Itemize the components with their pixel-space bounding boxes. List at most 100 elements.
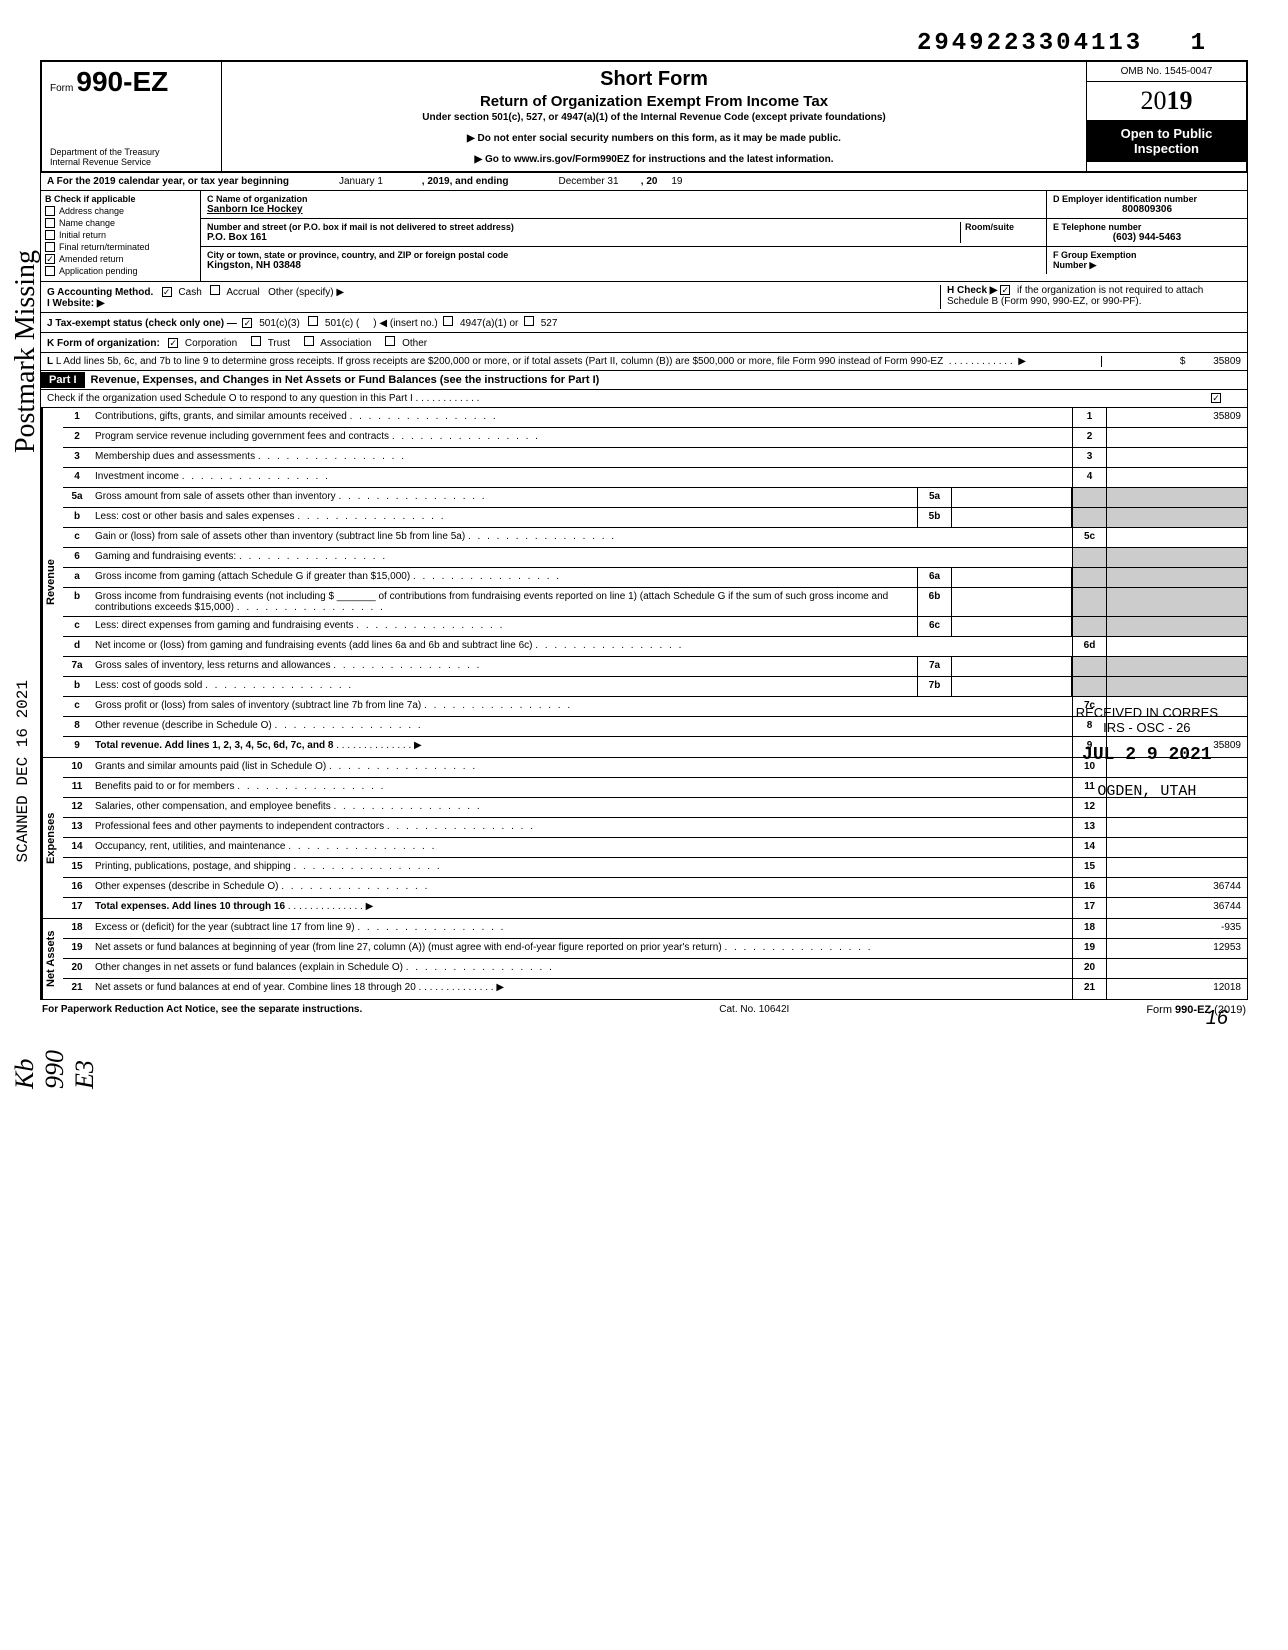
line-num: 11 — [63, 778, 91, 797]
right-num-gray — [1072, 508, 1107, 527]
row-a-label: A For the 2019 calendar year, or tax yea… — [47, 176, 289, 187]
table-row: bLess: cost or other basis and sales exp… — [63, 508, 1247, 528]
table-row: 12Salaries, other compensation, and empl… — [63, 798, 1247, 818]
right-val: 12018 — [1107, 979, 1247, 999]
trust-checkbox[interactable] — [251, 336, 261, 346]
col-b-header: B Check if applicable — [45, 194, 196, 204]
colb-checkbox-1[interactable] — [45, 218, 55, 228]
footer-right: Form 990-EZ (2019) — [1146, 1004, 1246, 1016]
k-opt1: Corporation — [185, 338, 237, 349]
right-num-gray — [1072, 568, 1107, 587]
right-val — [1107, 959, 1247, 978]
colb-item-4: Amended return — [45, 254, 196, 264]
netassets-section: Net Assets 18Excess or (deficit) for the… — [40, 919, 1248, 1000]
year-bold: 19 — [1167, 86, 1193, 115]
line-desc: Net income or (loss) from gaming and fun… — [91, 637, 1072, 656]
line-desc: Investment income — [91, 468, 1072, 487]
expenses-section: Expenses 10Grants and similar amounts pa… — [40, 758, 1248, 919]
line-num: 12 — [63, 798, 91, 817]
right-val — [1107, 428, 1247, 447]
colb-checkbox-4[interactable] — [45, 254, 55, 264]
501c-checkbox[interactable] — [308, 316, 318, 326]
right-num: 12 — [1072, 798, 1107, 817]
table-row: 2Program service revenue including gover… — [63, 428, 1247, 448]
assoc-checkbox[interactable] — [304, 336, 314, 346]
bcd-grid: B Check if applicable Address changeName… — [40, 191, 1248, 282]
mid-num: 5a — [917, 488, 952, 507]
line-desc: Gross income from fundraising events (no… — [91, 588, 917, 616]
form-note1: ▶ Do not enter social security numbers o… — [232, 133, 1076, 144]
accrual-label: Accrual — [226, 287, 259, 298]
city-label: City or town, state or province, country… — [207, 250, 1040, 260]
colb-label-1: Name change — [59, 218, 115, 228]
form-title: Short Form — [232, 68, 1076, 91]
ein-label: D Employer identification number — [1053, 194, 1241, 204]
line-num: 7a — [63, 657, 91, 676]
line-desc: Printing, publications, postage, and shi… — [91, 858, 1072, 877]
right-num-gray — [1072, 588, 1107, 616]
j-opt1: 501(c)(3) — [259, 318, 300, 329]
group-label2: Number ▶ — [1053, 260, 1096, 270]
phone-label: E Telephone number — [1053, 222, 1241, 232]
line-num: b — [63, 677, 91, 696]
table-row: cGain or (loss) from sale of assets othe… — [63, 528, 1247, 548]
colb-checkbox-0[interactable] — [45, 206, 55, 216]
line-num: 8 — [63, 717, 91, 736]
line-desc: Membership dues and assessments — [91, 448, 1072, 467]
line-num: 14 — [63, 838, 91, 857]
colb-label-3: Final return/terminated — [59, 242, 150, 252]
mid-num: 6b — [917, 588, 952, 616]
schedule-o-checkbox[interactable] — [1211, 393, 1221, 403]
line-desc: Gross sales of inventory, less returns a… — [91, 657, 917, 676]
line-num: 5a — [63, 488, 91, 507]
expenses-side-label: Expenses — [41, 758, 63, 918]
inspection2: Inspection — [1091, 141, 1242, 156]
postmark-stamp: Postmark Missing — [10, 250, 42, 453]
line-desc: Gross amount from sale of assets other t… — [91, 488, 917, 507]
right-val — [1107, 858, 1247, 877]
4947-checkbox[interactable] — [443, 316, 453, 326]
table-row: 3Membership dues and assessments 3 — [63, 448, 1247, 468]
table-row: bGross income from fundraising events (n… — [63, 588, 1247, 617]
right-val: 35809 — [1107, 408, 1247, 427]
schedule-b-checkbox[interactable] — [1000, 285, 1010, 295]
doc-number: 2949223304113 — [917, 30, 1143, 57]
line-desc: Net assets or fund balances at end of ye… — [91, 979, 1072, 999]
mid-num: 7a — [917, 657, 952, 676]
page-bottom: 16 — [1206, 1007, 1228, 1030]
corp-checkbox[interactable] — [168, 338, 178, 348]
527-checkbox[interactable] — [524, 316, 534, 326]
received-stamp: RECEIVED IN CORRES IRS - OSC - 26 JUL 2 … — [1076, 705, 1218, 800]
mid-val — [952, 568, 1072, 587]
mid-num: 6a — [917, 568, 952, 587]
line-desc: Gross profit or (loss) from sales of inv… — [91, 697, 1072, 716]
right-num-gray — [1072, 677, 1107, 696]
line-desc: Total expenses. Add lines 10 through 16 … — [91, 898, 1072, 918]
colb-checkbox-2[interactable] — [45, 230, 55, 240]
line-num: a — [63, 568, 91, 587]
right-val: 36744 — [1107, 898, 1247, 918]
table-row: 14Occupancy, rent, utilities, and mainte… — [63, 838, 1247, 858]
other-checkbox[interactable] — [385, 336, 395, 346]
footer-mid: Cat. No. 10642I — [719, 1004, 789, 1016]
right-num: 15 — [1072, 858, 1107, 877]
table-row: 1Contributions, gifts, grants, and simil… — [63, 408, 1247, 428]
omb-number: OMB No. 1545-0047 — [1087, 62, 1246, 82]
page-top: 1 — [1191, 30, 1208, 57]
501c3-checkbox[interactable] — [242, 318, 252, 328]
right-num-gray — [1072, 548, 1107, 567]
table-row: dNet income or (loss) from gaming and fu… — [63, 637, 1247, 657]
part1-label: Part I — [41, 372, 85, 388]
cash-checkbox[interactable] — [162, 287, 172, 297]
part1-row: Part I Revenue, Expenses, and Changes in… — [40, 371, 1248, 390]
row-i-label: I Website: ▶ — [47, 298, 105, 309]
right-num-gray — [1072, 617, 1107, 636]
org-name: Sanborn Ice Hockey — [207, 204, 1040, 215]
right-num: 2 — [1072, 428, 1107, 447]
row-gh: G Accounting Method. Cash Accrual Other … — [40, 282, 1248, 313]
colb-checkbox-3[interactable] — [45, 242, 55, 252]
table-row: 8Other revenue (describe in Schedule O) … — [63, 717, 1247, 737]
accrual-checkbox[interactable] — [210, 285, 220, 295]
colb-checkbox-5[interactable] — [45, 266, 55, 276]
table-row: 15Printing, publications, postage, and s… — [63, 858, 1247, 878]
